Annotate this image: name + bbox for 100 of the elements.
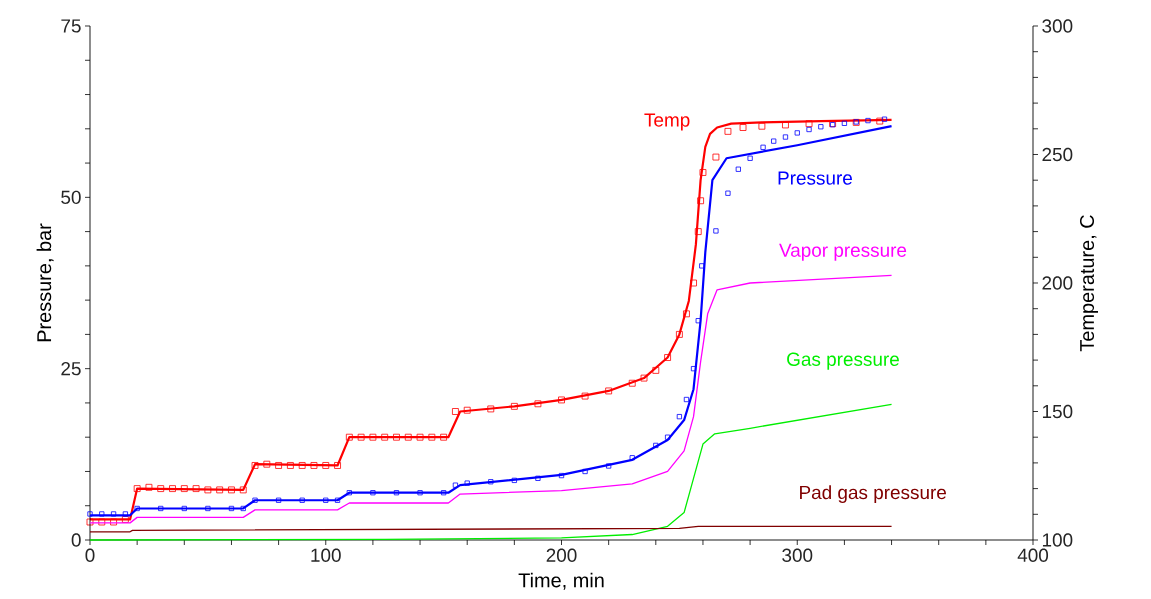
series-label: Pad gas pressure — [800, 485, 947, 503]
y2-tick-label: 150 — [1042, 404, 1073, 419]
point — [739, 124, 747, 131]
point — [712, 153, 720, 161]
point — [534, 400, 542, 408]
point — [98, 518, 106, 526]
point — [653, 442, 659, 449]
point — [818, 124, 824, 130]
y-tick-label: 0 — [71, 533, 81, 547]
point — [357, 433, 365, 441]
point — [122, 511, 128, 517]
point — [695, 318, 701, 324]
point — [665, 434, 671, 440]
point — [322, 462, 330, 469]
point — [381, 433, 389, 441]
point — [606, 463, 612, 469]
point — [276, 497, 282, 503]
point — [463, 406, 471, 414]
point — [416, 433, 424, 441]
point — [275, 462, 282, 469]
x-axis-title: Time, min — [518, 572, 604, 590]
point — [488, 479, 494, 485]
point — [690, 366, 697, 372]
y-tick-label: 25 — [61, 361, 81, 376]
point — [694, 228, 702, 235]
point — [334, 462, 341, 469]
y-tick-label: 75 — [61, 19, 81, 33]
point — [805, 120, 813, 128]
x-tick-label: 0 — [85, 548, 95, 562]
point — [558, 472, 565, 479]
point — [452, 482, 459, 488]
point — [605, 387, 613, 395]
point — [452, 408, 459, 415]
point — [216, 486, 224, 494]
point — [192, 485, 200, 492]
x-tick-label: 300 — [782, 548, 813, 562]
point — [699, 169, 707, 176]
point — [157, 485, 165, 492]
point — [676, 414, 682, 420]
y2-tick-label: 200 — [1042, 276, 1073, 290]
point — [747, 155, 753, 161]
point — [370, 490, 376, 496]
y2-tick-label: 250 — [1042, 147, 1073, 162]
point — [735, 166, 741, 172]
point — [511, 477, 517, 483]
point — [806, 126, 812, 133]
point — [758, 122, 766, 130]
point — [760, 144, 766, 150]
point — [240, 505, 246, 512]
point — [865, 117, 871, 124]
y2-axis-title: Temperature, C — [1079, 215, 1099, 352]
point — [725, 190, 731, 196]
point — [145, 483, 153, 491]
point — [180, 485, 188, 492]
point — [683, 396, 690, 403]
point — [310, 462, 318, 469]
point — [417, 490, 423, 496]
point — [239, 486, 247, 494]
point — [881, 116, 888, 122]
point — [664, 354, 671, 361]
point — [181, 505, 187, 512]
point — [204, 486, 212, 494]
point — [299, 497, 305, 503]
point — [99, 511, 105, 517]
point — [298, 462, 306, 469]
point — [323, 497, 329, 503]
x-tick-label: 400 — [1017, 548, 1049, 562]
point — [252, 497, 258, 503]
point — [263, 460, 271, 468]
point — [441, 490, 447, 496]
point — [369, 433, 377, 441]
point — [251, 462, 259, 469]
x-tick-label: 100 — [311, 548, 341, 562]
point — [428, 433, 436, 441]
point — [228, 486, 235, 494]
point — [582, 468, 588, 475]
point — [334, 497, 341, 503]
point — [713, 228, 719, 234]
y2-tick-label: 100 — [1042, 533, 1073, 547]
point — [699, 263, 705, 269]
point — [87, 511, 93, 517]
point — [134, 505, 140, 512]
point — [86, 518, 94, 526]
point — [110, 518, 117, 526]
y2-tick-label: 300 — [1042, 19, 1073, 33]
point — [782, 121, 789, 129]
point — [393, 490, 400, 496]
series-label: Vapor pressure — [779, 243, 907, 261]
point — [287, 462, 294, 469]
point — [794, 130, 800, 136]
point — [169, 485, 176, 492]
y-axis-title: Pressure, bar — [36, 223, 54, 342]
point — [487, 405, 495, 413]
point — [640, 374, 648, 382]
point — [228, 505, 235, 512]
point — [629, 455, 635, 461]
point — [771, 138, 777, 144]
point — [683, 310, 690, 318]
point — [675, 331, 683, 338]
point — [558, 396, 565, 404]
